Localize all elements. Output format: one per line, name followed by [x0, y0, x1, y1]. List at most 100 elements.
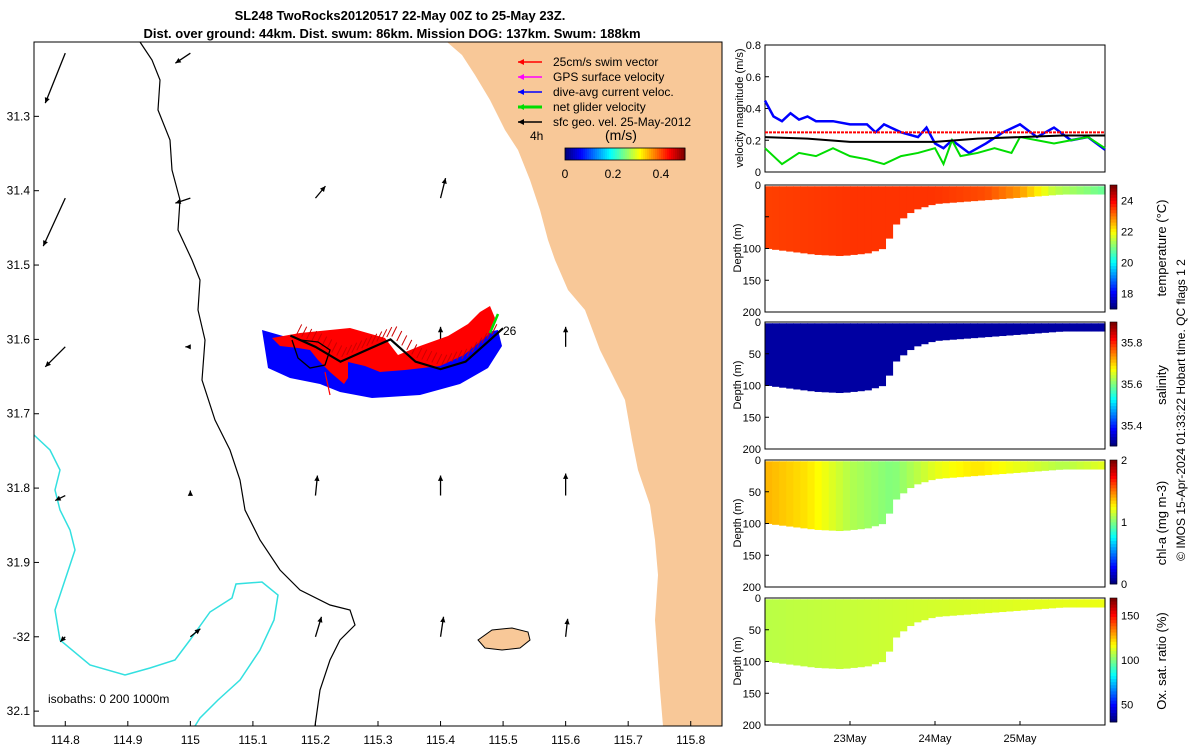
swim-vector-tick	[301, 326, 308, 337]
oxygen-colorbar-swatch	[1110, 625, 1117, 630]
chl-a-section-cell	[772, 461, 780, 525]
legend-label: GPS surface velocity	[553, 70, 664, 84]
salinity-section-cell	[1041, 323, 1049, 333]
oxygen-colorbar-swatch	[1110, 650, 1117, 655]
salinity-colorbar-tick-label: 35.6	[1121, 379, 1142, 391]
swim-vector-tick	[406, 339, 413, 351]
salinity-colorbar-swatch	[1110, 328, 1117, 332]
salinity-colorbar-swatch	[1110, 442, 1117, 447]
temperature-section-cell	[1027, 186, 1035, 197]
colorbar-swatch	[623, 148, 626, 160]
oxygen-section-cell	[920, 599, 929, 621]
temperature-colorbar-swatch	[1110, 237, 1117, 242]
swim-vector-arrow	[324, 371, 331, 396]
temperature-section-cell	[828, 186, 837, 256]
chl-a-colorbar-swatch	[1110, 475, 1117, 479]
chl-a-colorbar-swatch	[1110, 531, 1117, 535]
chl-a-section-cell	[1048, 461, 1057, 471]
colorbar-swatch	[627, 148, 630, 160]
legend-arrowhead	[518, 104, 524, 110]
oxygen-section-cell	[1034, 599, 1042, 610]
colorbar-swatch	[659, 148, 662, 160]
temperature-colorbar-swatch	[1110, 216, 1117, 220]
temperature-colorbar-swatch	[1110, 256, 1117, 260]
track-end-label: 26	[503, 324, 517, 338]
colorbar-swatch	[593, 148, 596, 160]
colorbar-swatch	[661, 148, 664, 160]
colorbar-swatch	[663, 148, 666, 160]
oxygen-colorbar-swatch	[1110, 610, 1117, 614]
salinity-section-cell	[977, 323, 986, 338]
salinity-section-cell	[772, 323, 780, 387]
sfc-vector-head	[564, 618, 570, 625]
temperature-colorbar-swatch	[1110, 200, 1117, 204]
temperature-y-tick-label: 200	[743, 307, 761, 319]
colorbar-swatch	[617, 148, 620, 160]
temperature-colorbar-swatch	[1110, 231, 1117, 235]
salinity-colorbar-swatch	[1110, 325, 1117, 329]
oxygen-section-cell	[1062, 599, 1071, 608]
swim-vector-tick	[456, 350, 463, 361]
oxygen-section-cell	[878, 599, 887, 663]
chl-a-section-cell	[956, 461, 964, 478]
swim-vector-tick	[361, 337, 368, 349]
oxygen-y-label: Depth (m)	[732, 637, 744, 686]
temperature-colorbar-swatch	[1110, 197, 1117, 201]
chl-a-y-tick-label: 200	[743, 582, 761, 594]
chl-a-colorbar-swatch	[1110, 487, 1117, 492]
swim-vector-tick	[366, 335, 373, 347]
sfc-vector-head	[563, 326, 569, 333]
swim-vector-tick	[396, 330, 403, 342]
salinity-section-cell	[892, 323, 901, 362]
time-tick-label: 23May	[833, 733, 867, 745]
colorbar-swatch	[651, 148, 654, 160]
chl-a-section-cell	[1062, 461, 1071, 470]
salinity-section-cell	[1048, 323, 1057, 333]
swim-vector-tick	[451, 351, 458, 363]
chl-a-colorbar-swatch	[1110, 546, 1117, 551]
chl-a-colorbar-swatch	[1110, 556, 1117, 560]
salinity-colorbar-swatch	[1110, 402, 1117, 407]
salinity-section-cell	[984, 323, 993, 338]
oxygen-colorbar-swatch	[1110, 653, 1117, 658]
colorbar-swatch	[613, 148, 616, 160]
colorbar-swatch	[677, 148, 680, 160]
colorbar-swatch	[669, 148, 672, 160]
salinity-section-cell	[1020, 323, 1028, 335]
sfc-vector-head	[437, 475, 444, 481]
oxygen-colorbar-swatch	[1110, 607, 1117, 611]
temperature-section-cell	[1062, 186, 1071, 195]
chl-a-colorbar-swatch	[1110, 577, 1117, 582]
velocity-series-line	[764, 135, 1106, 167]
chl-a-section-cell	[871, 461, 879, 527]
oxygen-y-tick-label: 50	[749, 625, 761, 637]
salinity-y-tick-label: 200	[743, 444, 761, 456]
colorbar-tick-label: 0.4	[653, 167, 670, 181]
chl-a-colorbar-swatch	[1110, 506, 1117, 510]
legend-arrowhead	[518, 59, 524, 65]
swim-vector-tick	[491, 324, 498, 335]
temperature-y-tick-label: 0	[755, 180, 761, 192]
oxygen-colorbar-swatch	[1110, 669, 1117, 673]
temperature-section-cell	[956, 186, 964, 203]
chl-a-colorbar-swatch	[1110, 522, 1117, 526]
colorbar-swatch	[575, 148, 578, 160]
temperature-y-label: Depth (m)	[732, 224, 744, 273]
oxygen-colorbar-swatch	[1110, 697, 1117, 701]
salinity-colorbar-swatch	[1110, 380, 1117, 385]
chl-a-section-cell	[998, 461, 1007, 475]
salinity-colorbar-swatch	[1110, 368, 1117, 372]
temperature-section-cell	[765, 186, 773, 249]
salinity-section-cell	[814, 323, 823, 392]
sfc-vector-head	[441, 178, 447, 185]
sfc-vector-head	[43, 240, 48, 247]
temperature-colorbar-swatch	[1110, 243, 1117, 248]
swim-vector-tick	[436, 353, 443, 365]
swim-vector-tick	[331, 342, 338, 353]
chl-a-y-tick-label: 0	[755, 455, 761, 467]
oxygen-section-cell	[765, 599, 773, 662]
chl-a-section-cell	[1076, 461, 1085, 470]
colorbar-swatch	[655, 148, 658, 160]
oxygen-colorbar-swatch	[1110, 700, 1117, 704]
chl-a-colorbar-swatch	[1110, 537, 1117, 541]
